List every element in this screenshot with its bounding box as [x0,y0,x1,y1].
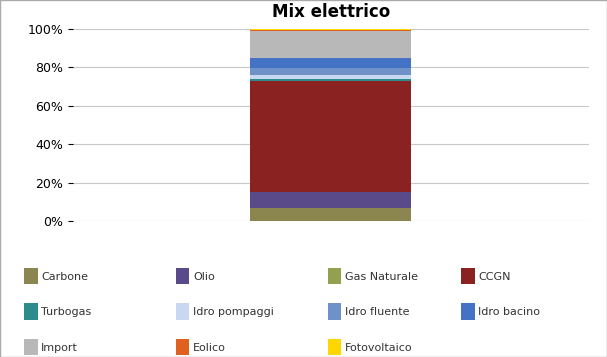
Text: CCGN: CCGN [478,272,511,282]
Bar [250,192,412,208]
Bar [250,58,412,69]
Bar [250,69,412,75]
Bar [250,29,412,30]
Bar [250,208,412,221]
Text: Import: Import [41,343,78,353]
Bar [250,31,412,58]
Text: Turbogas: Turbogas [41,307,92,317]
Bar [250,81,412,192]
Bar [250,79,412,81]
Bar [250,30,412,31]
Text: Carbone: Carbone [41,272,88,282]
Title: Mix elettrico: Mix elettrico [272,4,390,21]
Text: Eolico: Eolico [193,343,226,353]
Text: Idro bacino: Idro bacino [478,307,540,317]
Text: Fotovoltaico: Fotovoltaico [345,343,412,353]
Text: Idro pompaggi: Idro pompaggi [193,307,274,317]
Text: Olio: Olio [193,272,215,282]
Text: Gas Naturale: Gas Naturale [345,272,418,282]
Bar [250,75,412,79]
Text: Idro fluente: Idro fluente [345,307,409,317]
